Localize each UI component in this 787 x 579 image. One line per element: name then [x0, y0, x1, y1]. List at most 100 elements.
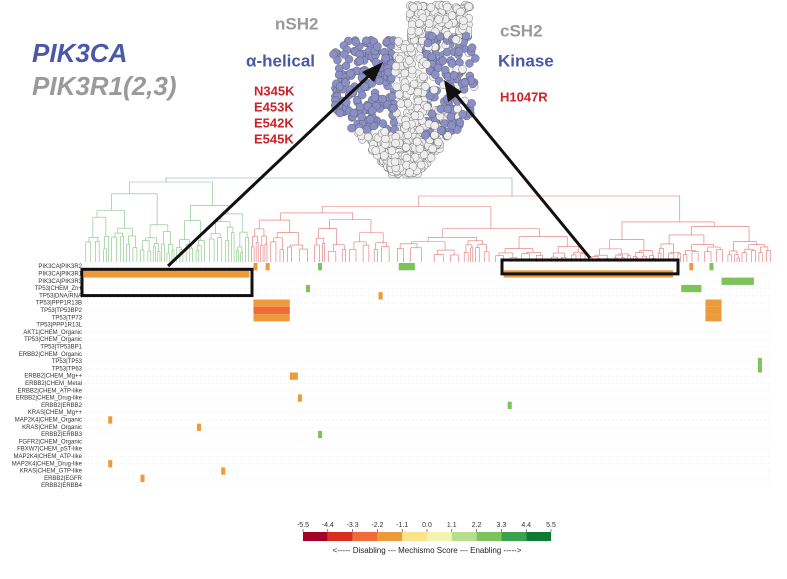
- colorbar-segment: [526, 532, 551, 541]
- atom: [407, 26, 416, 36]
- atom: [456, 7, 465, 17]
- protein-structure: [329, 0, 480, 179]
- row-label: PIK3CA|PIK3R2: [38, 264, 82, 270]
- heat-cell: [221, 467, 226, 475]
- atom: [378, 119, 388, 128]
- row-label: KRAS|CHEM_GTP-like: [20, 469, 83, 475]
- atom: [415, 144, 425, 153]
- row-label: ERBB2|ERBB4: [41, 483, 83, 489]
- atom: [335, 108, 345, 118]
- row-label: FGFR2|CHEM_Organic: [19, 439, 82, 445]
- atom: [360, 82, 369, 91]
- heat-cell: [757, 365, 762, 373]
- atom: [437, 126, 446, 135]
- atom: [387, 92, 397, 101]
- atom: [380, 151, 389, 160]
- heat-cell: [378, 292, 383, 300]
- atom: [395, 54, 404, 64]
- atom: [449, 71, 459, 80]
- atom: [427, 52, 436, 61]
- heat-cell: [253, 306, 290, 315]
- atom: [426, 3, 436, 12]
- atom: [401, 143, 411, 152]
- atom: [355, 127, 364, 136]
- colorbar-tick-label: 0.0: [422, 522, 432, 529]
- atom: [421, 131, 430, 140]
- mutation: E542K: [254, 115, 294, 130]
- domain-label: α-helical: [246, 51, 315, 70]
- atom: [454, 47, 464, 56]
- colorbar-segment: [352, 532, 378, 541]
- atom: [425, 19, 434, 28]
- row-label: TP53|CHEM_Organic: [24, 337, 82, 343]
- atom: [410, 111, 420, 120]
- colorbar-caption: <----- Disabling --- Mechismo Score --- …: [333, 546, 522, 555]
- arrowhead: [444, 80, 462, 102]
- row-label: ERBB2|CHEM_Drug-like: [16, 396, 83, 402]
- atom: [401, 83, 410, 93]
- atom: [464, 2, 474, 11]
- atom: [415, 125, 424, 135]
- atom: [447, 59, 457, 68]
- row-label: TP53|DNA/RNA: [39, 293, 82, 299]
- colorbar-segment: [402, 532, 427, 541]
- atom: [363, 132, 373, 142]
- heat-cell: [681, 284, 702, 293]
- atom: [443, 131, 452, 140]
- atom: [392, 82, 402, 91]
- atom: [434, 15, 443, 24]
- arrow: [450, 89, 592, 259]
- atom: [387, 146, 397, 155]
- atom: [340, 50, 349, 59]
- atom: [447, 121, 456, 130]
- atom: [416, 160, 426, 170]
- heat-cell: [297, 394, 302, 402]
- atom: [413, 96, 423, 106]
- colorbar-segment: [427, 532, 452, 541]
- atom: [426, 153, 436, 162]
- heat-cell: [108, 416, 113, 424]
- mutation: E545K: [254, 131, 294, 146]
- atom: [461, 31, 471, 41]
- row-label: TP53|PPP1R13B: [36, 301, 82, 307]
- mutation: N345K: [254, 83, 295, 98]
- row-label: KRAS|CHEM_Mg++: [28, 410, 83, 416]
- atom: [390, 157, 400, 167]
- heat-cell: [507, 401, 512, 409]
- row-label: TP53|CHEM_Zn+: [35, 286, 83, 292]
- row-label: KRAS|CHEM_Organic: [22, 425, 82, 431]
- heat-cell: [108, 460, 113, 468]
- atom: [429, 85, 439, 95]
- row-label: MAP2K4|CHEM_Drug-like: [12, 461, 83, 467]
- atom: [446, 112, 456, 122]
- colorbar-segment: [451, 532, 477, 541]
- atom: [405, 56, 414, 65]
- row-label: ERBB2|CHEM_Organic: [19, 352, 82, 358]
- atom: [346, 69, 355, 78]
- row-label: TP53|TP53BP2: [40, 308, 82, 314]
- row-label: TP53|TP53BP1: [40, 345, 82, 351]
- atom: [391, 138, 400, 148]
- colorbar-tick-label: -3.3: [347, 522, 359, 529]
- atom: [406, 43, 415, 53]
- atom: [413, 88, 422, 97]
- atom: [347, 123, 356, 133]
- atom: [378, 94, 387, 104]
- atom: [381, 53, 390, 63]
- domain-label: cSH2: [500, 21, 543, 40]
- row-label: PIK3CA|PIK3R3: [38, 279, 82, 285]
- atom: [349, 108, 359, 118]
- heat-cell: [84, 270, 250, 278]
- colorbar-segment: [303, 532, 328, 541]
- colorbar-segment: [476, 532, 502, 541]
- heat-cell: [140, 474, 145, 482]
- atom: [329, 50, 338, 59]
- highlight-box: [80, 267, 254, 298]
- atom: [355, 102, 365, 112]
- atom: [421, 82, 430, 91]
- colorbar-tick-label: -4.4: [322, 522, 334, 529]
- atom: [351, 37, 360, 47]
- branch: [165, 177, 513, 196]
- heat-cell: [318, 263, 323, 271]
